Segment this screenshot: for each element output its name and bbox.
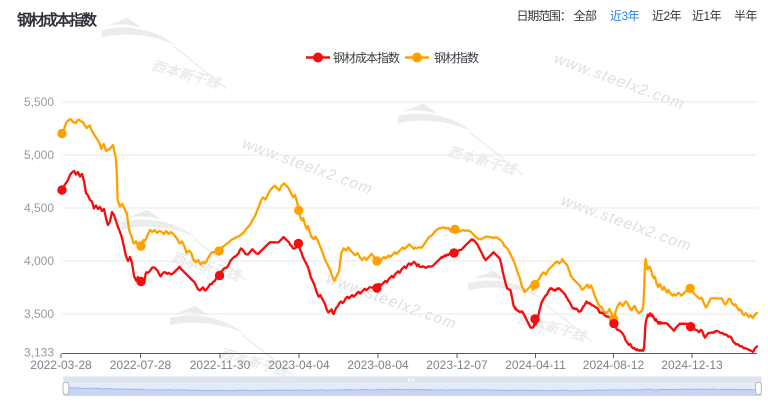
svg-text:半年: 半年 <box>734 9 758 23</box>
svg-text:2024-04-11: 2024-04-11 <box>505 358 566 372</box>
svg-text:2023-12-07: 2023-12-07 <box>426 358 488 372</box>
svg-text:3,133: 3,133 <box>24 346 54 360</box>
svg-text:钢材成本指数: 钢材成本指数 <box>333 50 400 65</box>
svg-text:4,500: 4,500 <box>24 201 54 215</box>
svg-text:钢材成本指数: 钢材成本指数 <box>17 11 98 29</box>
svg-text:2022-03-28: 2022-03-28 <box>30 358 92 372</box>
svg-text:2022-11-30: 2022-11-30 <box>190 358 251 372</box>
svg-text:3,500: 3,500 <box>24 307 54 321</box>
svg-text:近2年: 近2年 <box>652 9 682 23</box>
svg-text:5,000: 5,000 <box>24 148 54 162</box>
svg-text:2023-08-04: 2023-08-04 <box>347 358 409 372</box>
svg-text:日期范围：: 日期范围： <box>517 9 571 23</box>
svg-text:4,000: 4,000 <box>24 254 54 268</box>
svg-text:5,500: 5,500 <box>24 95 54 109</box>
svg-text:2024-12-13: 2024-12-13 <box>661 358 723 372</box>
svg-text:钢材指数: 钢材指数 <box>434 50 479 65</box>
svg-text:近3年: 近3年 <box>610 9 640 23</box>
svg-text:2023-04-04: 2023-04-04 <box>268 358 330 372</box>
svg-text:近1年: 近1年 <box>692 9 722 23</box>
svg-text:2022-07-28: 2022-07-28 <box>110 358 172 372</box>
svg-text:全部: 全部 <box>574 8 598 23</box>
svg-text:2024-08-12: 2024-08-12 <box>583 358 645 372</box>
